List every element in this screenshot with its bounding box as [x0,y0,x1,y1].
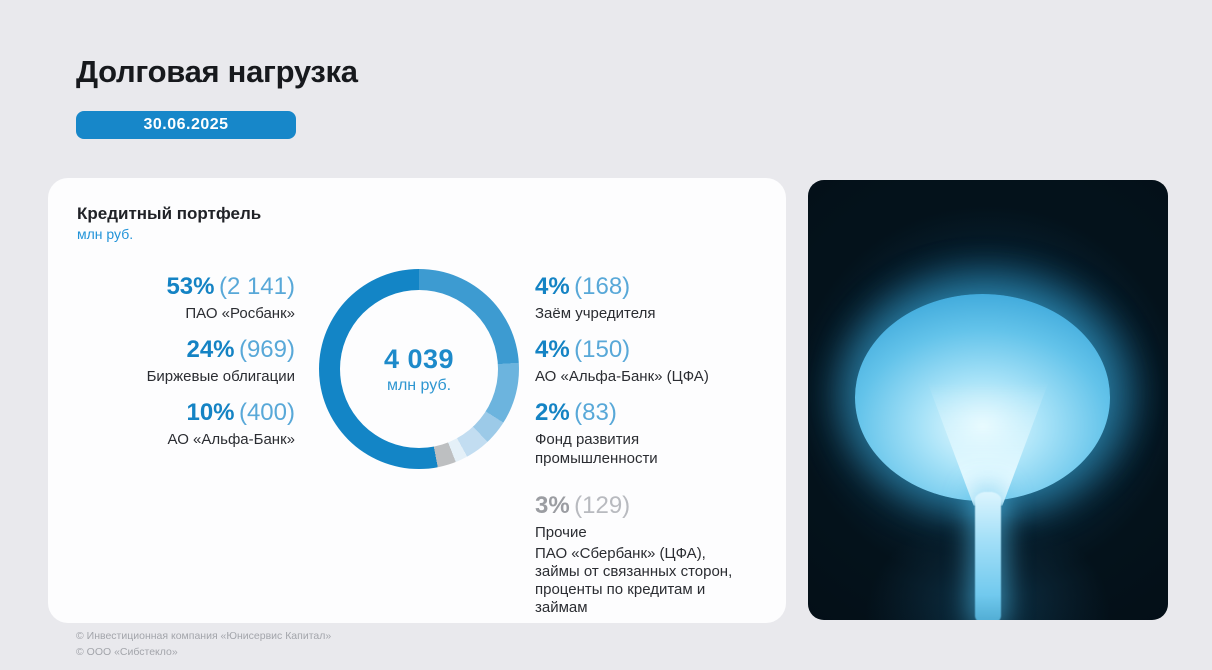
footer-line-company: © Инвестиционная компания «Юнисервис Кап… [76,630,332,642]
percent-value: 4% [535,336,570,363]
legend-item-label: Прочие [535,524,587,541]
footer-line-issuer: © ООО «Сибстекло» [76,646,178,658]
legend-left: 53% (2 141) ПАО «Росбанк» 24% (969) Бирж… [48,273,295,462]
amount-value: (2 141) [218,273,295,300]
legend-item-numbers: 3% (129) [535,492,740,523]
legend-item-numbers: 24% (969) [48,336,295,367]
amount-value: (150) [574,336,631,363]
legend-item-other: 3% (129) Прочие ПАО «Сбербанк» (ЦФА), за… [535,492,740,617]
amount-value: (168) [574,273,631,300]
amount-value: (400) [238,399,295,426]
legend-item-label: АО «Альфа-Банк» [167,431,295,448]
molten-glass-photo [808,180,1168,620]
percent-value: 3% [535,492,570,519]
amount-value: (83) [574,399,617,426]
legend-item-label: ПАО «Росбанк» [185,305,295,322]
card-subtitle: млн руб. [77,226,134,242]
page-title: Долговая нагрузка [76,54,358,89]
legend-item-label: Заём учредителя [535,305,656,322]
amount-value: (969) [238,336,295,363]
legend-item-description: ПАО «Сбербанк» (ЦФА), займы от связанных… [535,545,733,616]
percent-value: 4% [535,273,570,300]
legend-item-industry-fund: 2% (83) Фонд развития промышленности [535,399,740,468]
donut-chart: 4 039 млн руб. [319,269,519,469]
credit-portfolio-card: Кредитный портфель млн руб. 53% (2 141) … [48,178,786,623]
legend-item-numbers: 4% (168) [535,273,740,304]
donut-hole: 4 039 млн руб. [340,290,498,448]
date-badge-label: 30.06.2025 [143,116,229,133]
legend-item-alfabank-cfa: 4% (150) АО «Альфа-Банк» (ЦФА) [535,336,740,386]
legend-right: 4% (168) Заём учредителя 4% (150) АО «Ал… [535,273,740,630]
legend-item-bonds: 24% (969) Биржевые облигации [48,336,295,386]
amount-value: (129) [574,492,631,519]
percent-value: 2% [535,399,570,426]
legend-item-rosbank: 53% (2 141) ПАО «Росбанк» [48,273,295,323]
footer: © Инвестиционная компания «Юнисервис Кап… [76,628,331,660]
legend-item-numbers: 4% (150) [535,336,740,367]
legend-item-label: Биржевые облигации [146,368,295,385]
percent-value: 24% [186,336,235,363]
legend-item-label: Фонд развития промышленности [535,431,658,467]
donut-center-value: 4 039 [383,343,455,374]
photo-vignette [808,180,1168,620]
date-badge: 30.06.2025 [76,111,296,139]
legend-item-numbers: 2% (83) [535,399,740,430]
percent-value: 53% [166,273,215,300]
legend-item-alfabank: 10% (400) АО «Альфа-Банк» [48,399,295,449]
percent-value: 10% [186,399,235,426]
legend-item-founder-loan: 4% (168) Заём учредителя [535,273,740,323]
legend-item-numbers: 10% (400) [48,399,295,430]
card-title: Кредитный портфель [77,204,262,223]
legend-item-numbers: 53% (2 141) [48,273,295,304]
legend-item-label: АО «Альфа-Банк» (ЦФА) [535,368,709,385]
donut-center-unit: млн руб. [386,376,452,394]
